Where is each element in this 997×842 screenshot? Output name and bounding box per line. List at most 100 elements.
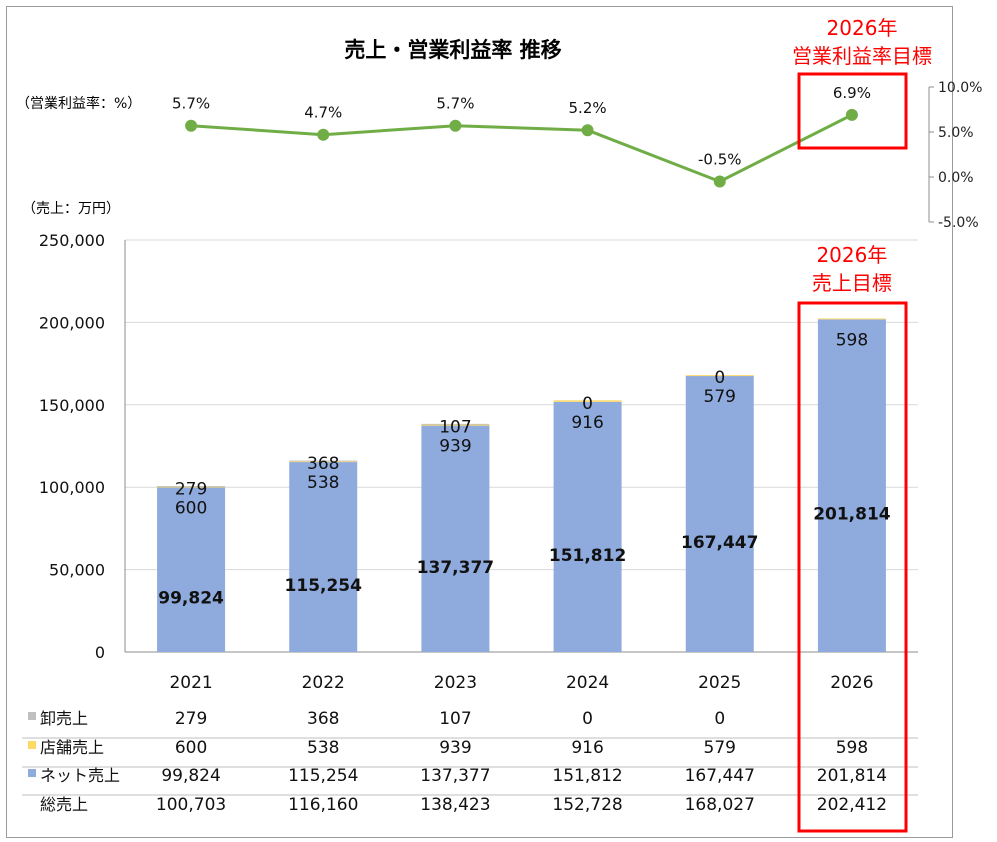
store-sales-data-label: 579 <box>704 387 736 407</box>
margin-data-label: 5.7% <box>172 95 210 113</box>
store-sales-data-label: 600 <box>175 498 207 518</box>
x-tick-label: 2023 <box>434 673 477 693</box>
sales-y-tick-label: 100,000 <box>39 478 105 497</box>
table-cell: 107 <box>439 709 471 729</box>
bar-segment-store <box>157 486 226 488</box>
bar-segment-store <box>817 318 886 320</box>
table-cell: 600 <box>175 738 207 758</box>
table-cell: 167,447 <box>685 766 755 786</box>
net-sales-data-label: 137,377 <box>417 558 494 578</box>
table-cell: 138,423 <box>420 795 490 815</box>
chart-title: 売上・営業利益率 推移 <box>344 38 561 62</box>
chart-frame <box>6 6 953 838</box>
table-cell: 579 <box>704 738 736 758</box>
table-cell: 137,377 <box>420 766 490 786</box>
wholesale-sales-data-label: 0 <box>714 368 725 388</box>
bar-segment-net <box>421 425 490 652</box>
margin-data-label: 4.7% <box>304 104 342 122</box>
table-cell: 939 <box>439 738 471 758</box>
net-sales-data-label: 115,254 <box>285 576 363 596</box>
x-tick-label: 2022 <box>302 673 345 693</box>
store-sales-data-label: 939 <box>439 437 471 457</box>
margin-y-tick-label: -5.0% <box>938 215 979 231</box>
table-row-label: 卸売上 <box>40 709 88 728</box>
margin-target-box <box>797 72 908 150</box>
table-cell: 116,160 <box>288 795 358 815</box>
sales-target-box <box>797 301 908 833</box>
margin-series-line <box>190 113 853 183</box>
table-cell: 202,412 <box>817 795 887 815</box>
margin-target-label-line1: 2026年 <box>827 16 898 40</box>
x-tick-label: 2026 <box>830 673 873 693</box>
margin-target-label-line2: 営業利益率目標 <box>792 44 932 68</box>
data-table: 卸売上 279 368 107 0 0 店舗売上 600 538 939 916 579 598 ネット売… <box>22 709 918 815</box>
bar-segment-net <box>553 401 622 652</box>
bar-segment-wholesale <box>289 460 358 462</box>
margin-data-label: -0.5% <box>698 151 742 169</box>
store-sales-data-label: 916 <box>571 413 603 433</box>
table-cell: 598 <box>836 738 868 758</box>
table-cell: 99,824 <box>161 766 220 786</box>
bar-segment-store <box>553 400 622 402</box>
table-cell: 538 <box>307 738 339 758</box>
table-cell: 115,254 <box>288 766 358 786</box>
net-sales-data-label: 167,447 <box>681 533 758 553</box>
store-sales-data-label: 598 <box>836 330 868 350</box>
sales-axis-unit-label: （売上：万円） <box>22 201 120 217</box>
table-cell: 100,703 <box>156 795 226 815</box>
margin-data-point <box>449 119 462 132</box>
margin-data-point <box>845 108 858 121</box>
margin-data-point <box>317 128 330 141</box>
legend-key <box>28 741 36 749</box>
bar-segment-store <box>421 424 490 426</box>
margin-data-point <box>185 119 198 132</box>
sales-y-tick-label: 150,000 <box>39 396 105 415</box>
wholesale-sales-data-label: 368 <box>307 454 339 474</box>
margin-data-point <box>713 175 726 188</box>
margin-line-chart: 10.0% 5.0% 0.0% -5.0% 5.7% 4.7% 5.7% 5.2% -0.5% 6… <box>172 80 982 231</box>
margin-y-tick-label: 0.0% <box>938 170 974 186</box>
sales-y-tick-label: 200,000 <box>39 313 105 332</box>
wholesale-sales-data-label: 107 <box>439 418 471 438</box>
table-cell: 168,027 <box>685 795 755 815</box>
bar-segment-store <box>289 461 358 463</box>
table-cell: 368 <box>307 709 339 729</box>
table-row-label: ネット売上 <box>40 766 120 785</box>
margin-y-tick-label: 10.0% <box>938 80 982 96</box>
bar-segment-net <box>289 462 358 652</box>
net-sales-data-label: 201,814 <box>813 505 891 525</box>
wholesale-sales-data-label: 279 <box>175 479 207 499</box>
wholesale-sales-data-label: 0 <box>582 394 593 414</box>
table-row-label: 総売上 <box>40 795 88 814</box>
margin-y-tick-label: 5.0% <box>938 125 974 141</box>
table-cell: 0 <box>582 709 593 729</box>
x-tick-label: 2021 <box>169 673 212 693</box>
store-sales-data-label: 538 <box>307 473 339 493</box>
bar-segment-wholesale <box>421 423 490 425</box>
margin-data-point <box>581 124 594 137</box>
table-cell: 916 <box>571 738 603 758</box>
x-tick-label: 2024 <box>566 673 609 693</box>
margin-data-label: 6.9% <box>833 84 871 102</box>
margin-data-label: 5.2% <box>569 99 607 117</box>
legend-key <box>28 769 36 777</box>
margin-axis-unit-label: （営業利益率：%） <box>16 95 141 112</box>
table-cell: 151,812 <box>552 766 622 786</box>
table-row-label: 店舗売上 <box>40 738 104 757</box>
sales-y-tick-label: 0 <box>95 643 105 662</box>
bar-segment-net <box>817 319 886 652</box>
sales-y-tick-label: 50,000 <box>49 561 105 580</box>
bar-segment-store <box>685 375 754 377</box>
x-tick-label: 2025 <box>698 673 741 693</box>
legend-key <box>28 712 36 720</box>
margin-data-label: 5.7% <box>436 95 474 113</box>
net-sales-data-label: 151,812 <box>549 546 626 566</box>
table-cell: 152,728 <box>552 795 622 815</box>
table-cell: 279 <box>175 709 207 729</box>
net-sales-data-label: 99,824 <box>158 589 224 609</box>
sales-target-label-line2: 売上目標 <box>812 271 892 295</box>
bar-segment-net <box>685 376 754 652</box>
bar-segment-wholesale <box>157 486 226 487</box>
